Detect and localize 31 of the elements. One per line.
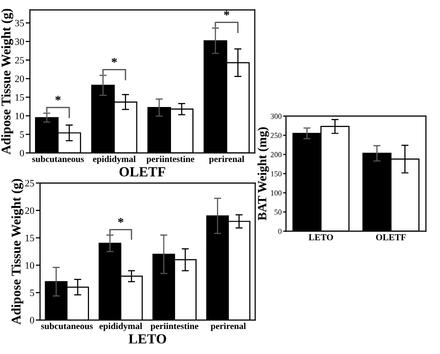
y-tick-label: 15 bbox=[26, 234, 34, 242]
annotation: * bbox=[224, 10, 230, 16]
x-tick-label: periintestine bbox=[150, 322, 198, 331]
y-tick-label: 10 bbox=[26, 262, 34, 269]
y-tick-label: 35 bbox=[15, 20, 24, 26]
x-tick-label: subcutaneous bbox=[32, 156, 84, 162]
y-axis-title: BAT Weight (mg) bbox=[258, 127, 269, 220]
x-axis-title: LETO bbox=[128, 334, 166, 344]
x-tick-label: subcutaneous bbox=[41, 322, 93, 330]
x-tick-label: periintestine bbox=[146, 156, 194, 164]
x-tick-label: perirenal bbox=[210, 322, 246, 331]
x-axis-title: OLETF bbox=[119, 167, 166, 176]
x-tick-label: epididymal bbox=[99, 322, 142, 332]
y-tick-label: 10 bbox=[15, 112, 24, 120]
x-tick-label: epididymal bbox=[92, 156, 136, 164]
y-tick-label: 5 bbox=[20, 131, 24, 138]
y-axis-title: Adipose Tissue Weight (g) bbox=[11, 178, 24, 325]
y-tick-label: 15 bbox=[15, 94, 24, 101]
annotation: * bbox=[118, 218, 124, 223]
y-tick-label: 20 bbox=[15, 76, 24, 82]
y-tick-label: 30 bbox=[15, 38, 24, 45]
y-tick-label: 25 bbox=[25, 180, 34, 186]
y-tick-label: 20 bbox=[25, 207, 34, 214]
y-axis-title: Adipose Tissue Weight (g) bbox=[1, 8, 14, 154]
x-tick-label: perirenal bbox=[209, 156, 244, 164]
annotation: * bbox=[55, 96, 61, 101]
y-tick-label: 0 bbox=[20, 150, 24, 156]
y-tick-label: 25 bbox=[15, 56, 24, 64]
annotation: * bbox=[112, 58, 117, 63]
y-tick-label: 0 bbox=[30, 316, 34, 324]
y-tick-label: 5 bbox=[30, 290, 34, 296]
